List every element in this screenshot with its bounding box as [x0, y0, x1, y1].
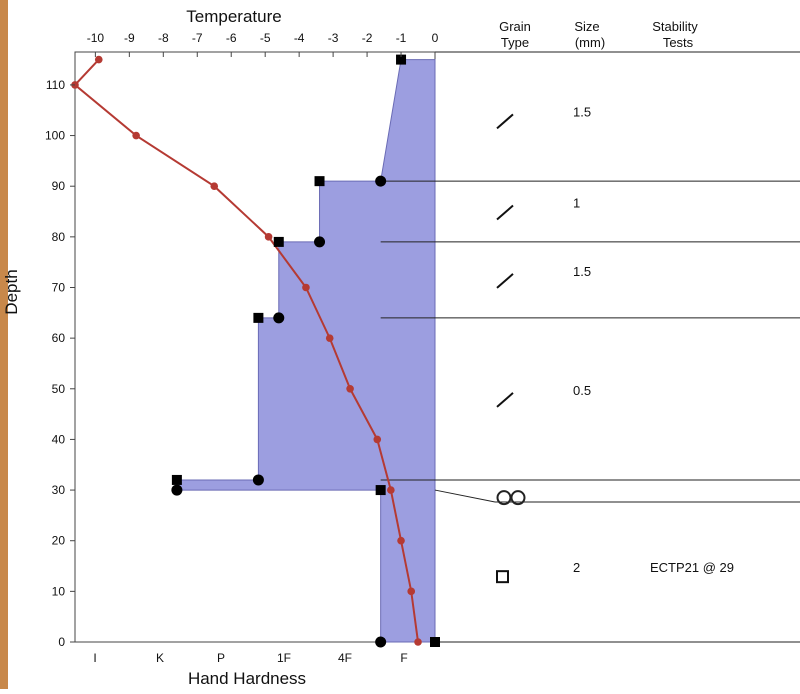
hardness-bottom-circle-marker	[252, 474, 264, 486]
grain-type-header-1: Grain	[499, 19, 531, 34]
grain-size-value: 1	[573, 196, 580, 211]
hardness-base-square-marker	[430, 637, 440, 647]
hardness-bottom-circle-marker	[273, 312, 285, 324]
temperature-tick-label: -10	[87, 31, 105, 45]
hardness-bottom-circle-marker	[314, 236, 326, 248]
depth-tick-label: 50	[52, 382, 66, 396]
stability-header-1: Stability	[652, 19, 698, 34]
temperature-tick-label: -6	[226, 31, 237, 45]
temperature-tick-label: -7	[192, 31, 203, 45]
hardness-axis-title: Hand Hardness	[188, 669, 306, 688]
depth-tick-label: 90	[52, 179, 66, 193]
temperature-tick-label: 0	[432, 31, 439, 45]
depth-tick-label: 60	[52, 331, 66, 345]
depth-tick-label: 10	[52, 584, 66, 598]
depth-tick-label: 70	[52, 280, 66, 294]
depth-tick-label: 0	[58, 635, 65, 649]
hardness-tick-label: 4F	[338, 651, 352, 665]
stability-test-value: ECTP21 @ 29	[650, 560, 734, 575]
temperature-point	[373, 435, 382, 444]
layer-boundaries	[380, 51, 800, 643]
grain-table: 1.5 1 1.5 0.5 2 ECTP21 @ 29	[496, 104, 734, 584]
temperature-point	[407, 587, 416, 596]
hardness-tick-label: I	[93, 651, 96, 665]
temperature-point	[346, 384, 354, 393]
grain-size-value: 2	[573, 560, 580, 575]
depth-tick-label: 100	[45, 129, 65, 143]
temperature-tick-label: -1	[396, 31, 407, 45]
tick-layer: -10 -9 -8 -7 -6 -5 -4 -3 -2 -1 0010203040506070809…	[45, 31, 439, 665]
hardness-top-square-marker	[171, 474, 182, 485]
slash-icon	[496, 392, 514, 408]
temperature-tick-label: -9	[124, 31, 135, 45]
depth-tick-label: 30	[52, 483, 66, 497]
stability-header-2: Tests	[663, 35, 694, 50]
grain-type-header-2: Type	[501, 35, 529, 50]
temperature-axis-title: Temperature	[186, 7, 281, 26]
slash-icon	[496, 113, 514, 130]
thin-layer-connector	[434, 489, 496, 503]
hardness-bottom-circle-marker	[375, 636, 387, 648]
hardness-bottom-circle-marker	[171, 484, 183, 496]
hardness-top-square-marker	[273, 236, 284, 247]
grain-size-value: 1.5	[573, 104, 591, 119]
hardness-tick-label: 1F	[277, 651, 291, 665]
temperature-tick-label: -4	[294, 31, 305, 45]
temperature-point	[397, 536, 405, 545]
hardness-top-square-marker	[253, 312, 264, 323]
temperature-tick-label: -3	[328, 31, 339, 45]
marker-layer	[171, 54, 440, 648]
slash-icon	[496, 204, 514, 221]
temperature-point	[264, 233, 273, 241]
temperature-point	[387, 486, 395, 494]
temperature-point	[325, 334, 334, 342]
size-header-1: Size	[574, 19, 599, 34]
temperature-point	[414, 638, 422, 646]
hardness-top-square-marker	[314, 176, 325, 187]
temperature-tick-label: -5	[260, 31, 271, 45]
hardness-tick-label: P	[217, 651, 225, 665]
square-icon	[496, 570, 509, 584]
grain-size-value: 1.5	[573, 264, 591, 279]
temperature-point	[94, 55, 103, 64]
hardness-top-square-marker	[375, 485, 386, 496]
temperature-tick-label: -8	[158, 31, 169, 45]
hardness-top-square-marker	[396, 54, 407, 65]
hardness-tick-label: F	[400, 651, 407, 665]
temperature-point	[210, 182, 219, 191]
depth-tick-label: 80	[52, 230, 66, 244]
slash-icon	[496, 273, 514, 289]
double-circle-icon	[510, 490, 526, 506]
temperature-point	[132, 131, 140, 140]
temperature-tick-label: -2	[362, 31, 373, 45]
temperature-point	[302, 283, 310, 292]
grain-size-value: 0.5	[573, 383, 591, 398]
size-header-2: (mm)	[575, 35, 605, 50]
depth-axis-title: Depth	[2, 269, 21, 314]
depth-tick-label: 110	[46, 78, 65, 92]
hardness-bottom-circle-marker	[375, 175, 387, 187]
hardness-tick-label: K	[156, 651, 164, 665]
depth-tick-label: 40	[52, 432, 66, 446]
depth-tick-label: 20	[52, 534, 66, 548]
